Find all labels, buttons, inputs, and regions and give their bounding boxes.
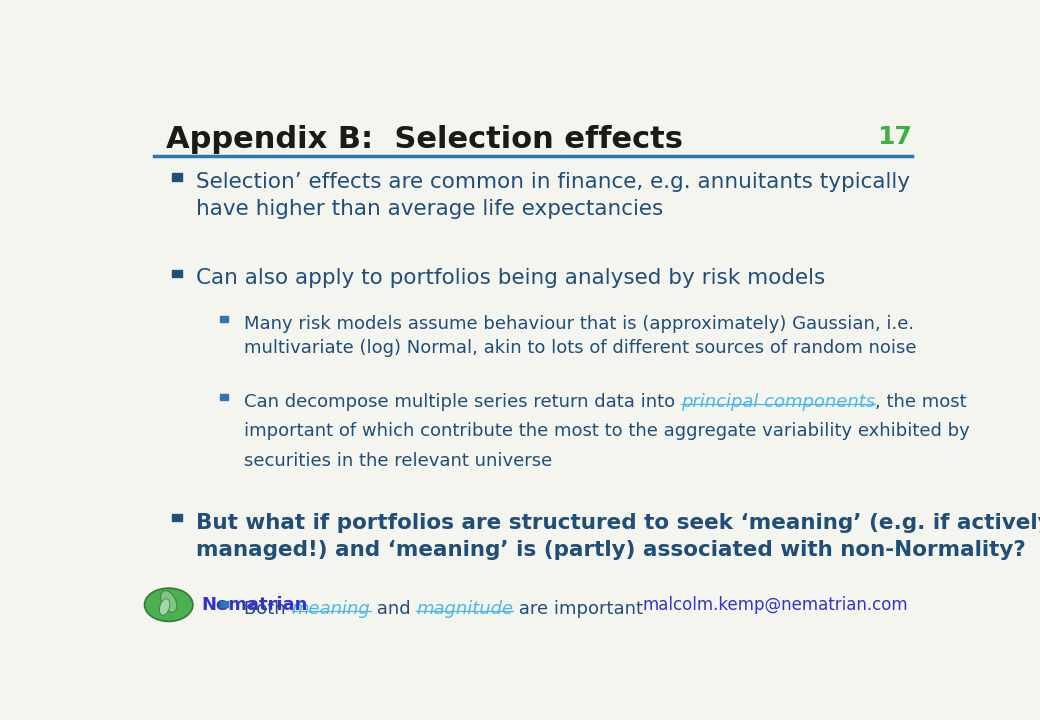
Text: Many risk models assume behaviour that is (approximately) Gaussian, i.e.
multiva: Many risk models assume behaviour that i… xyxy=(244,315,917,357)
Text: are important: are important xyxy=(513,600,643,618)
Text: 17: 17 xyxy=(877,125,912,149)
Ellipse shape xyxy=(160,590,177,612)
Text: Appendix B:  Selection effects: Appendix B: Selection effects xyxy=(166,125,683,154)
Text: magnitude: magnitude xyxy=(416,600,513,618)
Text: important of which contribute the most to the aggregate variability exhibited by: important of which contribute the most t… xyxy=(244,422,970,440)
Text: and: and xyxy=(370,600,416,618)
Bar xyxy=(172,269,182,276)
Text: Selection’ effects are common in finance, e.g. annuitants typically
have higher : Selection’ effects are common in finance… xyxy=(197,172,910,219)
Circle shape xyxy=(145,588,192,621)
Bar xyxy=(220,316,229,322)
Text: Can also apply to portfolios being analysed by risk models: Can also apply to portfolios being analy… xyxy=(197,269,826,289)
Text: Can decompose multiple series return data into: Can decompose multiple series return dat… xyxy=(244,393,681,411)
Bar xyxy=(172,514,182,521)
Ellipse shape xyxy=(159,599,170,615)
Bar xyxy=(220,394,229,400)
Text: malcolm.kemp@nematrian.com: malcolm.kemp@nematrian.com xyxy=(642,595,908,613)
Text: securities in the relevant universe: securities in the relevant universe xyxy=(244,451,552,469)
Text: But what if portfolios are structured to seek ‘meaning’ (e.g. if actively
manage: But what if portfolios are structured to… xyxy=(197,513,1040,559)
Text: meaning: meaning xyxy=(292,600,370,618)
Bar xyxy=(172,174,182,181)
Text: principal components: principal components xyxy=(681,393,876,411)
Bar xyxy=(220,601,229,607)
Text: , the most: , the most xyxy=(876,393,967,411)
Text: Nematrian: Nematrian xyxy=(201,595,307,613)
Text: Both: Both xyxy=(244,600,292,618)
